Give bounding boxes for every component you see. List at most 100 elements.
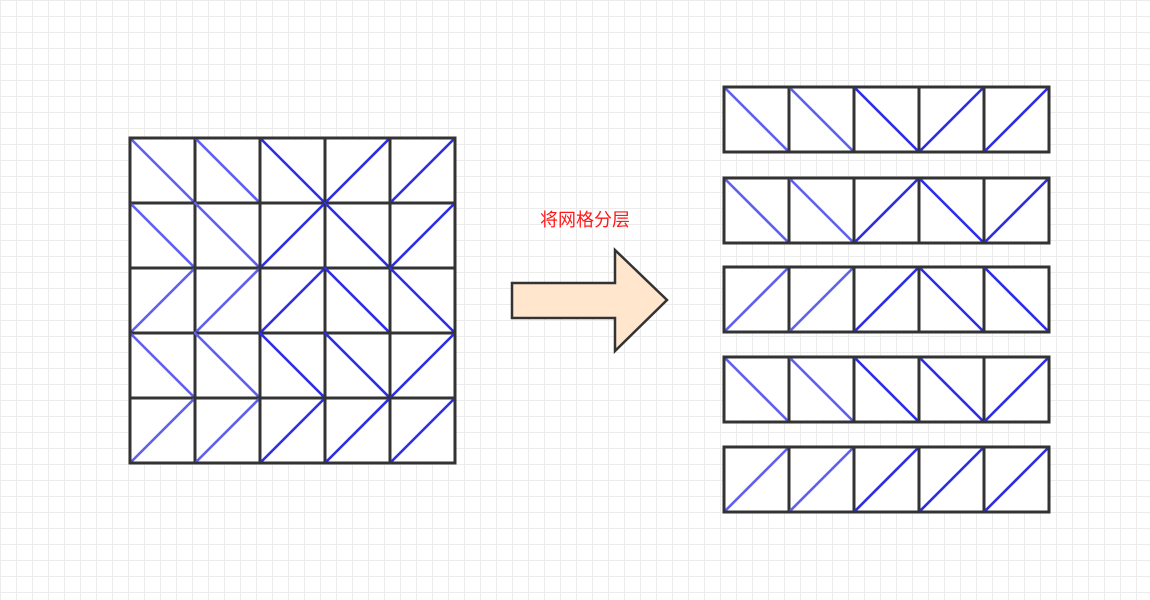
layer-strip bbox=[722, 445, 1051, 514]
diagonal-down-line bbox=[128, 331, 197, 400]
strip-cell bbox=[787, 445, 856, 514]
diagonal-down-line bbox=[852, 85, 921, 154]
diagonal-down-line bbox=[982, 265, 1051, 334]
strip-cell bbox=[982, 265, 1051, 334]
transform-arrow: 将网格分层 bbox=[510, 210, 669, 354]
caption-label: 将网格分层 bbox=[540, 210, 630, 231]
diagonal-down-line bbox=[258, 136, 327, 205]
diagonal-up-line bbox=[787, 265, 856, 334]
diagonal-down-line bbox=[193, 136, 262, 205]
diagonal-up-line bbox=[982, 85, 1051, 154]
grid-frame bbox=[128, 136, 457, 465]
diagonal-down-line bbox=[722, 176, 791, 245]
grid-cell bbox=[258, 396, 327, 465]
diagonal-up-line bbox=[193, 396, 262, 465]
strip-cell bbox=[917, 85, 986, 154]
diagonal-up-line bbox=[128, 266, 197, 335]
grid-cell bbox=[128, 266, 197, 335]
grid-cell bbox=[128, 331, 197, 400]
strip-cell bbox=[722, 355, 791, 424]
grid-cell bbox=[323, 396, 392, 465]
strip-cell bbox=[982, 85, 1051, 154]
grid-cell bbox=[258, 136, 327, 205]
right-arrow-icon bbox=[510, 247, 669, 354]
diagonal-down-line bbox=[787, 176, 856, 245]
strip-cell bbox=[722, 265, 791, 334]
diagonal-up-line bbox=[388, 396, 457, 465]
diagonal-down-line bbox=[323, 201, 392, 270]
strip-cell bbox=[722, 176, 791, 245]
grid-cell bbox=[388, 136, 457, 205]
strip-cell bbox=[787, 355, 856, 424]
diagonal-down-line bbox=[787, 85, 856, 154]
diagonal-up-line bbox=[323, 136, 392, 205]
diagonal-down-line bbox=[193, 201, 262, 270]
grid-cell bbox=[323, 136, 392, 205]
diagonal-down-line bbox=[128, 136, 197, 205]
grid-cell bbox=[323, 331, 392, 400]
grid-cell bbox=[388, 396, 457, 465]
strip-frame bbox=[722, 176, 1051, 245]
full-grid bbox=[128, 136, 457, 465]
diagonal-up-line bbox=[917, 85, 986, 154]
strip-cell bbox=[852, 85, 921, 154]
diagonal-up-line bbox=[917, 445, 986, 514]
strip-frame bbox=[722, 85, 1051, 154]
strip-cell bbox=[917, 176, 986, 245]
diagonal-down-line bbox=[323, 331, 392, 400]
layer-strip bbox=[722, 176, 1051, 245]
grid-cell bbox=[193, 201, 262, 270]
strip-cell bbox=[917, 445, 986, 514]
strip-cell bbox=[722, 445, 791, 514]
diagonal-down-line bbox=[323, 266, 392, 335]
diagonal-down-line bbox=[787, 355, 856, 424]
strip-cell bbox=[852, 355, 921, 424]
strip-cell bbox=[917, 265, 986, 334]
strip-frame bbox=[722, 355, 1051, 424]
layer-strip bbox=[722, 355, 1051, 424]
diagonal-up-line bbox=[258, 266, 327, 335]
strip-cell bbox=[787, 176, 856, 245]
diagonal-down-line bbox=[722, 85, 791, 154]
grid-cell bbox=[388, 266, 457, 335]
grid-cell bbox=[128, 201, 197, 270]
diagonal-up-line bbox=[258, 396, 327, 465]
diagonal-up-line bbox=[388, 136, 457, 205]
diagonal-up-line bbox=[128, 396, 197, 465]
grid-cell bbox=[388, 331, 457, 400]
grid-cell bbox=[258, 266, 327, 335]
grid-cell bbox=[128, 396, 197, 465]
strip-cell bbox=[982, 355, 1051, 424]
diagonal-up-line bbox=[982, 176, 1051, 245]
grid-cell bbox=[128, 136, 197, 205]
diagonal-down-line bbox=[722, 355, 791, 424]
strip-cell bbox=[917, 355, 986, 424]
diagonal-up-line bbox=[722, 265, 791, 334]
diagonal-down-line bbox=[193, 331, 262, 400]
diagonal-down-line bbox=[258, 331, 327, 400]
grid-cell bbox=[193, 266, 262, 335]
strip-cell bbox=[852, 445, 921, 514]
strip-cell bbox=[982, 176, 1051, 245]
diagonal-down-line bbox=[128, 201, 197, 270]
strip-frame bbox=[722, 445, 1051, 514]
layer-strip bbox=[722, 265, 1051, 334]
diagonal-up-line bbox=[787, 445, 856, 514]
strip-cell bbox=[852, 265, 921, 334]
diagonal-down-line bbox=[917, 265, 986, 334]
diagonal-up-line bbox=[388, 201, 457, 270]
diagonal-up-line bbox=[852, 265, 921, 334]
layered-strips bbox=[722, 85, 1051, 514]
strip-frame bbox=[722, 265, 1051, 334]
grid-cell bbox=[323, 201, 392, 270]
strip-cell bbox=[852, 176, 921, 245]
layer-strip bbox=[722, 85, 1051, 154]
grid-cell bbox=[258, 201, 327, 270]
grid-cell bbox=[258, 331, 327, 400]
diagonal-up-line bbox=[258, 201, 327, 270]
diagonal-up-line bbox=[852, 176, 921, 245]
strip-cell bbox=[982, 445, 1051, 514]
strip-cell bbox=[787, 265, 856, 334]
grid-cell bbox=[323, 266, 392, 335]
